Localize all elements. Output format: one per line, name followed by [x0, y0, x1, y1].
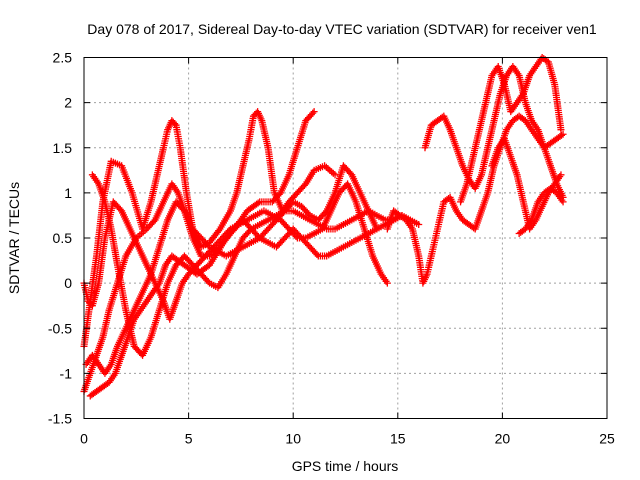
y-tick-label: 0: [64, 275, 72, 291]
data-point: [557, 126, 565, 134]
series-track-10: [488, 135, 565, 233]
series-track-4: [82, 162, 381, 377]
y-tick-label: -1.5: [48, 411, 72, 427]
chart-title: Day 078 of 2017, Sidereal Day-to-day VTE…: [87, 21, 597, 37]
series-track-9: [457, 54, 565, 206]
data-point: [331, 171, 339, 179]
data-point: [171, 120, 179, 128]
data-point: [310, 108, 318, 116]
x-tick-label: 5: [185, 431, 193, 447]
data-point: [150, 217, 158, 225]
x-tick-label: 20: [495, 431, 511, 447]
data-point: [321, 208, 329, 216]
x-tick-label: 10: [285, 431, 301, 447]
series-track-11: [515, 184, 567, 237]
data-point: [559, 198, 567, 206]
y-tick-label: 0.5: [53, 230, 73, 246]
data-point: [179, 205, 187, 213]
data-point: [383, 279, 391, 287]
y-tick-label: 1: [64, 185, 72, 201]
x-tick-label: 0: [80, 431, 88, 447]
y-tick-label: -1: [60, 365, 73, 381]
x-tick-label: 25: [599, 431, 615, 447]
tick-labels: 0 5 10 15 20 25 -1.5 -1 -0.5 0 0.5 1 1.5 2 2.5: [48, 50, 615, 447]
data-point: [254, 199, 262, 207]
data-point: [559, 130, 567, 138]
x-axis-label: GPS time / hours: [292, 458, 399, 474]
x-tick-label: 15: [390, 431, 406, 447]
data-point: [309, 109, 317, 117]
axes: [83, 57, 608, 419]
data-point: [557, 171, 565, 179]
y-tick-label: 2: [64, 95, 72, 111]
y-tick-label: 2.5: [53, 50, 73, 66]
y-tick-label: 1.5: [53, 140, 73, 156]
y-tick-label: -0.5: [48, 320, 72, 336]
data-point: [313, 251, 321, 259]
data-points: [80, 54, 567, 400]
data-point: [415, 220, 423, 228]
y-axis-label: SDTVAR / TECUs: [6, 182, 22, 294]
data-point: [116, 205, 124, 213]
data-point: [346, 169, 354, 177]
